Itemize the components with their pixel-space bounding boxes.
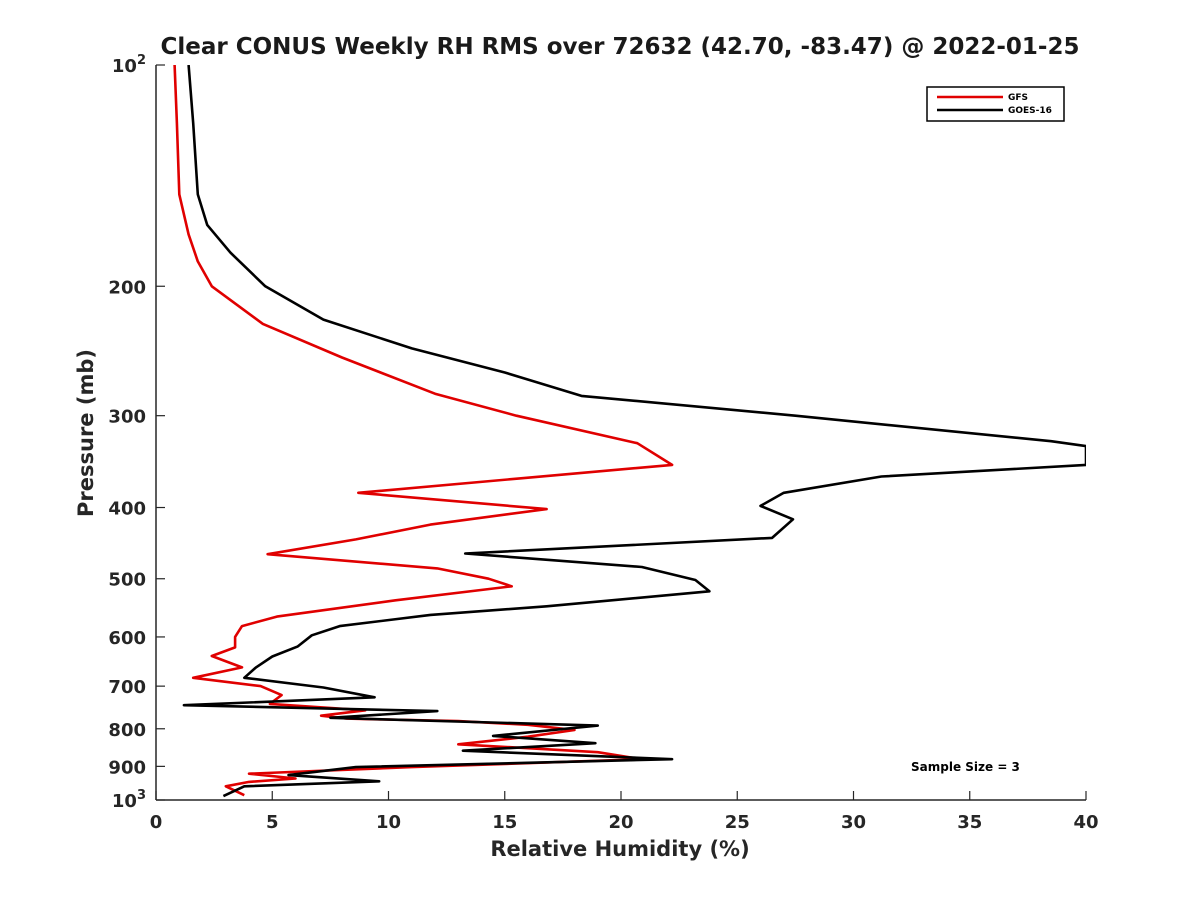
y-tick-label: 400 [108, 499, 146, 520]
y-tick-label: 600 [108, 628, 146, 649]
x-tick-label: 20 [608, 812, 633, 833]
legend: GFS GOES-16 [926, 86, 1065, 122]
y-tick-label: 103 [112, 788, 146, 812]
y-tick-label: 300 [108, 407, 146, 428]
chart-title: Clear CONUS Weekly RH RMS over 72632 (42… [161, 34, 1080, 60]
x-tick-label: 30 [841, 812, 866, 833]
x-tick-label: 0 [150, 812, 163, 833]
series-line-gfs [173, 65, 674, 797]
legend-box [926, 86, 1065, 122]
y-axis-label: Pressure (mb) [74, 349, 98, 517]
y-tick-label: 200 [108, 277, 146, 298]
y-tick-label: 700 [108, 677, 146, 698]
legend-label-gfs: GFS [1008, 93, 1028, 103]
y-tick-label: 800 [108, 720, 146, 741]
y-tick-label: 102 [112, 53, 146, 77]
x-tick-label: 35 [957, 812, 982, 833]
x-tick-label: 15 [492, 812, 517, 833]
x-tick-label: 40 [1073, 812, 1098, 833]
y-tick-label: 500 [108, 570, 146, 591]
sample-size-annotation: Sample Size = 3 [911, 760, 1020, 774]
series-layer [173, 65, 1086, 798]
x-tick-label: 5 [266, 812, 279, 833]
y-tick-label: 900 [108, 757, 146, 778]
x-axis-label: Relative Humidity (%) [490, 837, 749, 861]
legend-label-goes16: GOES-16 [1008, 106, 1052, 116]
series-line-goes16 [182, 65, 1086, 798]
ticks-layer: 0 5 10 15 20 25 30 35 40 102 200 300 400 500 600 700 800… [108, 53, 1098, 833]
x-tick-label: 10 [376, 812, 401, 833]
x-tick-label: 25 [725, 812, 750, 833]
